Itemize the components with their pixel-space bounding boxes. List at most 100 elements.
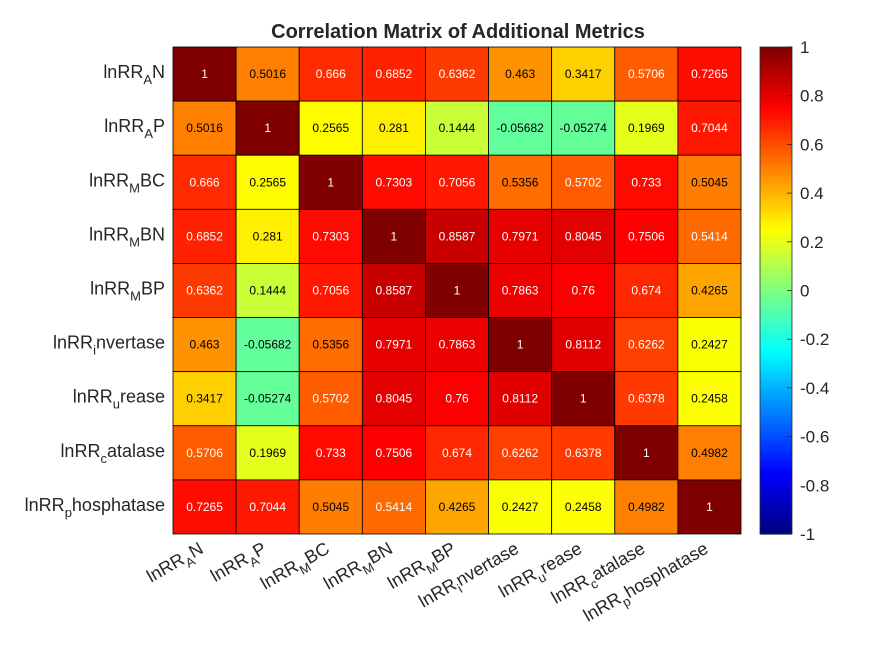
colorbar-gradient-step xyxy=(760,199,792,204)
colorbar-gradient-step xyxy=(760,317,792,322)
colorbar-gradient-step xyxy=(760,191,792,196)
cell-value-label: 0.7971 xyxy=(502,229,539,243)
colorbar-gradient-step xyxy=(760,339,792,345)
colorbar-gradient-step xyxy=(760,385,792,391)
heatmap-cell xyxy=(551,425,616,481)
cell-value-label: 0.463 xyxy=(190,338,220,352)
colorbar-tick-label: 0 xyxy=(800,282,809,301)
cell-value-label: 0.3417 xyxy=(565,67,602,81)
cell-value-label: 0.5706 xyxy=(628,67,665,81)
colorbar-gradient-step xyxy=(760,397,792,402)
y-tick-label: lnRRMBP xyxy=(90,279,165,304)
tick-label-base: lnRR xyxy=(415,574,460,611)
cell-value-label: 0.7303 xyxy=(312,229,349,243)
x-axis-tick-labels: lnRRAN lnRRAPlnRRMBClnRRMBNlnRRMBPlnRRinv… xyxy=(143,538,711,625)
colorbar-gradient-step xyxy=(760,480,792,486)
cell-value-label: 0.666 xyxy=(316,67,346,81)
colorbar-gradient-step xyxy=(760,492,792,497)
tick-label-base: lnRR xyxy=(53,333,93,353)
colorbar-gradient-step xyxy=(760,294,792,299)
colorbar-gradient-step xyxy=(760,58,792,63)
tick-label-subscript: M xyxy=(129,234,140,249)
tick-label-base: lnRR xyxy=(143,549,188,586)
colorbar-gradient-step xyxy=(760,229,792,235)
heatmap-cell xyxy=(677,208,742,264)
y-tick-label: lnRRinvertase xyxy=(53,333,165,358)
colorbar-gradient-step xyxy=(760,522,792,527)
colorbar-gradient-step xyxy=(760,427,792,432)
cell-value-label: 1 xyxy=(580,392,587,406)
colorbar-gradient-step xyxy=(760,214,792,219)
colorbar-gradient-step xyxy=(760,461,792,467)
colorbar-gradient-step xyxy=(760,324,792,330)
heatmap-cell xyxy=(235,317,300,373)
colorbar-gradient-step xyxy=(760,119,792,124)
tick-label-rest: rease xyxy=(120,387,165,407)
colorbar-tick-label: -0.6 xyxy=(800,428,829,447)
y-tick-label: lnRRcatalase xyxy=(60,441,165,466)
heatmap-cell xyxy=(361,425,426,481)
colorbar-gradient-step xyxy=(760,218,792,223)
cell-value-label: 0.8112 xyxy=(565,338,601,352)
colorbar-gradient-step xyxy=(760,469,792,474)
heatmap-cell xyxy=(551,263,616,318)
colorbar-gradient-step xyxy=(760,115,792,120)
tick-label-base: lnRR xyxy=(104,116,144,136)
heatmap-cells xyxy=(172,46,742,535)
colorbar-gradient-step xyxy=(760,164,792,170)
colorbar-gradient-step xyxy=(760,183,792,189)
cell-value-label: 0.1444 xyxy=(249,284,286,298)
colorbar-gradient-step xyxy=(760,176,792,181)
cell-value-label: 1 xyxy=(643,446,650,460)
cell-value-label: 0.5016 xyxy=(186,121,223,135)
colorbar-gradient-step xyxy=(760,233,792,238)
heatmap-cell xyxy=(235,371,300,427)
colorbar-gradient-step xyxy=(760,81,792,86)
colorbar-gradient-step xyxy=(760,400,792,406)
heatmap-cell xyxy=(235,208,300,264)
cell-value-label: -0.05682 xyxy=(496,121,544,135)
colorbar-tick-label: -0.4 xyxy=(800,379,829,398)
heatmap-cell xyxy=(361,479,426,535)
cell-value-label: 0.1969 xyxy=(249,446,286,460)
colorbar-gradient-step xyxy=(760,172,792,177)
cell-value-label: 0.4265 xyxy=(691,284,728,298)
cell-value-label: 1 xyxy=(391,229,398,243)
tick-label-subscript: A xyxy=(143,72,152,87)
colorbar-gradient-step xyxy=(760,142,792,147)
cell-value-label: 0.3417 xyxy=(186,392,223,406)
colorbar-gradient-step xyxy=(760,66,792,71)
colorbar-gradient-step xyxy=(760,138,792,143)
colorbar-gradient-step xyxy=(760,381,792,387)
colorbar-gradient-step xyxy=(760,526,792,531)
colorbar-gradient-step xyxy=(760,301,792,307)
y-axis-tick-labels: lnRRANlnRRAPlnRRMBClnRRMBNlnRRMBPlnRRinv… xyxy=(25,62,165,520)
colorbar-gradient-step xyxy=(760,435,792,440)
cell-value-label: 0.8045 xyxy=(376,392,413,406)
cell-value-label: 0.6262 xyxy=(502,446,539,460)
colorbar-tick-label: -0.2 xyxy=(800,330,829,349)
cell-value-label: 0.6378 xyxy=(565,446,602,460)
colorbar-gradient-step xyxy=(760,85,792,90)
colorbar-gradient-step xyxy=(760,442,792,448)
colorbar-gradient-step xyxy=(760,313,792,318)
colorbar-gradient-step xyxy=(760,518,792,524)
cell-value-label: 0.5414 xyxy=(691,229,728,243)
cell-value-label: -0.05274 xyxy=(560,121,608,135)
tick-label-subscript: c xyxy=(100,451,107,466)
y-tick-label: lnRRMBC xyxy=(89,170,165,195)
colorbar-gradient-step xyxy=(760,206,792,212)
colorbar-gradient-step xyxy=(760,241,792,246)
tick-label-subscript: M xyxy=(130,289,141,304)
tick-label-rest: N xyxy=(152,62,165,82)
cell-value-label: 0.7506 xyxy=(376,446,413,460)
tick-label-base: lnRR xyxy=(90,279,130,299)
cell-value-label: 0.6378 xyxy=(628,392,665,406)
colorbar-gradient-step xyxy=(760,530,792,535)
cell-value-label: 0.2427 xyxy=(502,500,539,514)
cell-value-label: 0.5706 xyxy=(186,446,223,460)
cell-value-label: 0.5414 xyxy=(376,500,413,514)
cell-value-label: 0.8587 xyxy=(439,229,476,243)
heatmap-cell xyxy=(488,263,553,318)
colorbar-gradient-step xyxy=(760,393,792,398)
